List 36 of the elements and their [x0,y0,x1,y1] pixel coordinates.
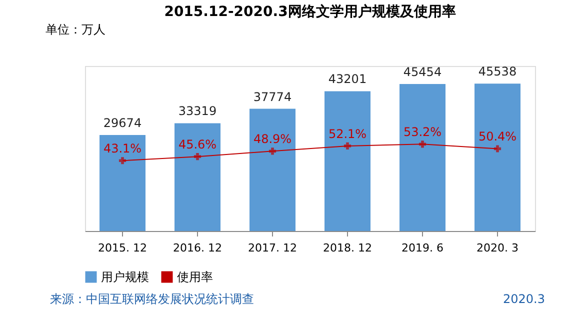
x-tick-label: 2016. 12 [173,242,222,254]
data-label: 50.4% [478,130,517,144]
bar [250,108,296,231]
point [344,142,352,150]
data-label: 48.9% [253,132,292,146]
data-label: 52.1% [328,126,367,141]
text: 2020.3 [503,292,545,306]
legend-label: 用户规模 [101,270,149,284]
point [194,153,202,160]
data-label: 37774 [253,90,292,104]
data-label: 53.2% [403,125,442,140]
data-label: 45538 [478,64,517,79]
y-axis-title: 单位：万人 [46,22,106,36]
data-label: 43201 [328,72,367,86]
x-tick-label: 2017. 12 [248,242,297,254]
bar [100,135,146,231]
data-label: 29674 [103,116,142,130]
source-note: 来源：中国互联网络发展状况统计调查 [50,292,254,306]
x-tick-label: 2015. 12 [98,242,147,254]
x-tick-label: 2020. 3 [476,242,518,254]
x-tick-label: 2019. 6 [402,242,444,254]
bar [474,84,520,231]
point [118,157,126,164]
point [418,140,426,148]
data-label: 43.1% [103,142,142,156]
data-label: 33319 [178,104,217,118]
bar [400,84,446,231]
point [268,148,276,155]
bar [174,123,220,231]
legend-label: 使用率 [177,270,213,284]
data-label: 45.6% [178,138,217,152]
bar [324,91,370,231]
data-label: 45454 [403,64,442,79]
point [494,145,502,152]
chart-title: 2015.12-2020.3网络文学用户规模及使用率 [164,3,456,20]
x-tick-label: 2018. 12 [323,242,372,254]
